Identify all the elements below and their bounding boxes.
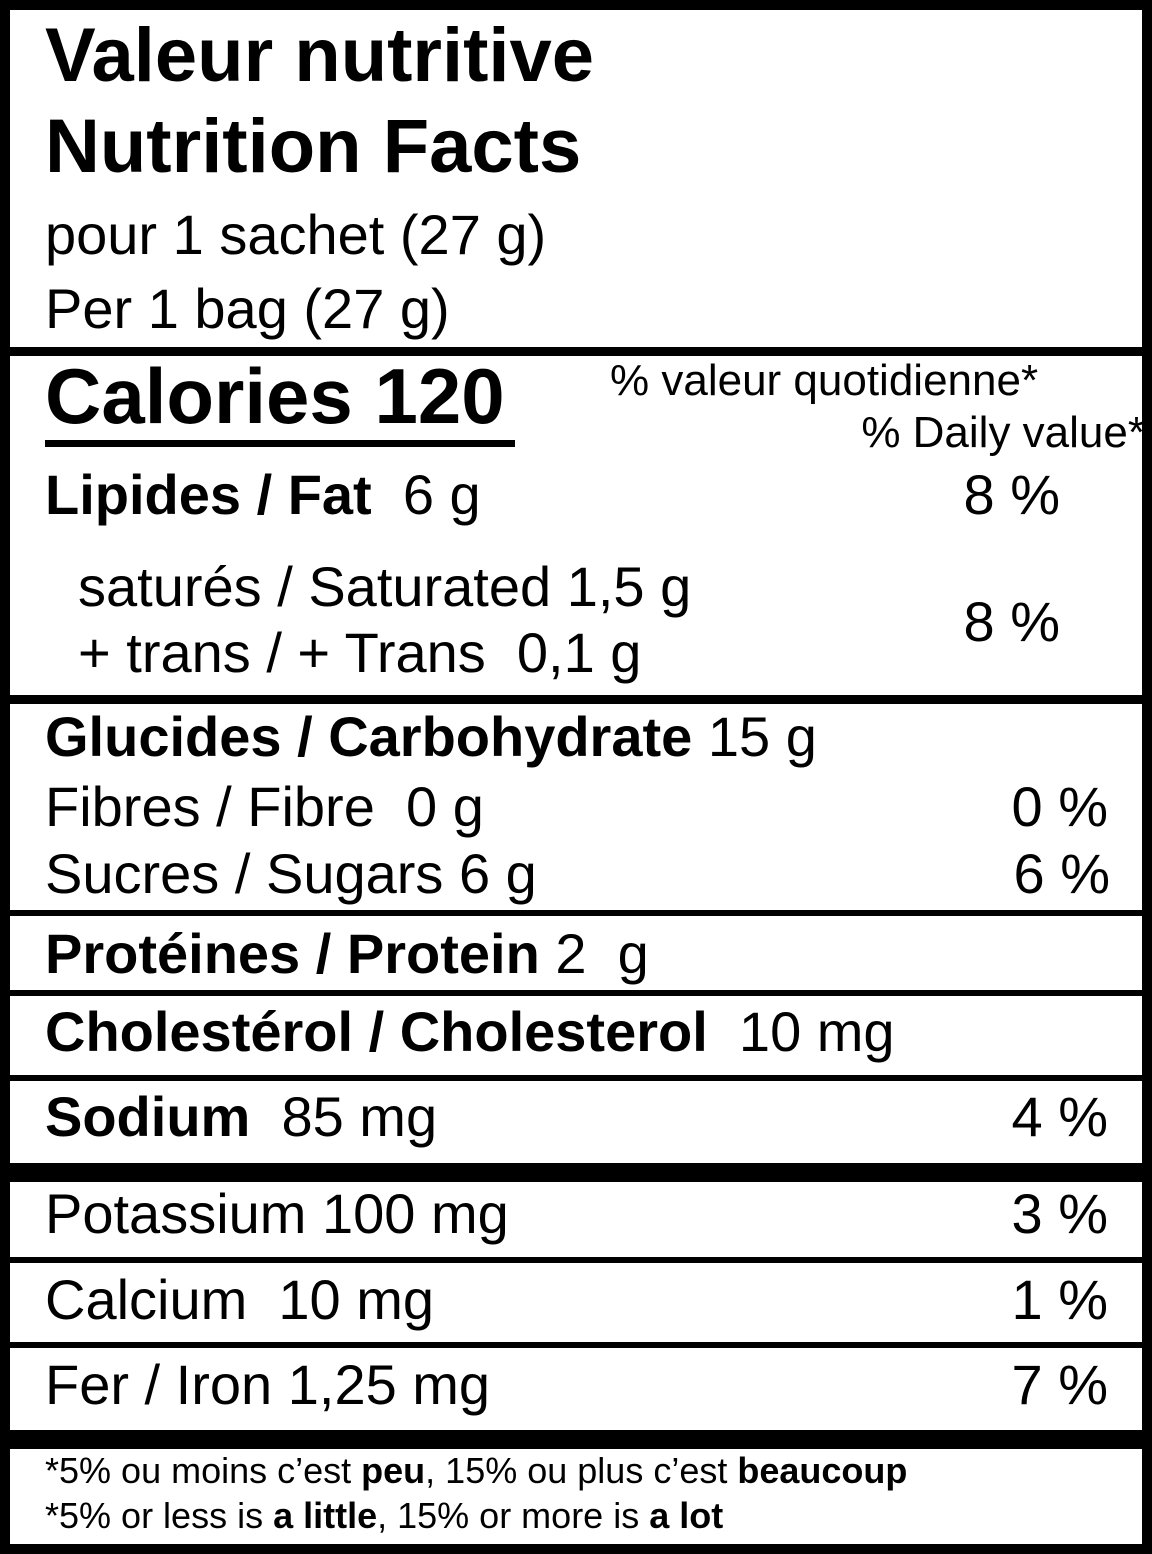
fibre-row: Fibres / Fibre 0 g [45, 775, 484, 838]
divider [0, 347, 1152, 356]
fibre-dv: 0 % [1011, 775, 1109, 838]
divider [0, 990, 1152, 996]
thick-divider [0, 1163, 1152, 1182]
title-fr: Valeur nutritive [45, 13, 595, 98]
saturated-row: saturés / Saturated 1,5 g [78, 555, 692, 618]
potassium-row: Potassium 100 mg [45, 1182, 509, 1245]
divider [0, 1075, 1152, 1081]
calories-underline [45, 440, 515, 447]
divider [0, 910, 1152, 916]
sat-trans-dv: 8 % [963, 590, 1061, 653]
iron-dv: 7 % [1011, 1353, 1109, 1416]
fat-dv: 8 % [963, 463, 1061, 526]
serving-fr: pour 1 sachet (27 g) [45, 203, 547, 266]
divider [0, 1257, 1152, 1263]
daily-value-header-en: % Daily value* [861, 408, 1145, 457]
title-en: Nutrition Facts [45, 104, 582, 189]
calories-label: Calories [45, 352, 353, 440]
calories-value: 120 [374, 352, 505, 440]
sodium-dv: 4 % [1011, 1085, 1109, 1148]
sugars-row: Sucres / Sugars 6 g [45, 842, 537, 905]
sodium-row: Sodium 85 mg [45, 1085, 438, 1148]
calories: Calories 120 [45, 357, 505, 435]
trans-row: + trans / + Trans 0,1 g [78, 621, 642, 684]
cholesterol-row: Cholestérol / Cholesterol 10 mg [45, 1000, 895, 1063]
potassium-dv: 3 % [1011, 1182, 1109, 1245]
footnote-en: *5% or less is a little, 15% or more is … [45, 1495, 724, 1536]
footnote-fr: *5% ou moins c’est peu, 15% ou plus c’es… [45, 1450, 908, 1491]
calcium-dv: 1 % [1011, 1268, 1109, 1331]
protein-row: Protéines / Protein 2 g [45, 922, 649, 985]
fat-row: Lipides / Fat 6 g [45, 463, 481, 526]
thick-divider [0, 1430, 1152, 1449]
sugars-dv: 6 % [1013, 842, 1111, 905]
daily-value-header-fr: % valeur quotidienne* [610, 356, 1039, 405]
divider [0, 695, 1152, 704]
calcium-row: Calcium 10 mg [45, 1268, 435, 1331]
serving-en: Per 1 bag (27 g) [45, 277, 450, 340]
iron-row: Fer / Iron 1,25 mg [45, 1353, 491, 1416]
divider [0, 1342, 1152, 1348]
carbohydrate-row: Glucides / Carbohydrate 15 g [45, 705, 817, 768]
